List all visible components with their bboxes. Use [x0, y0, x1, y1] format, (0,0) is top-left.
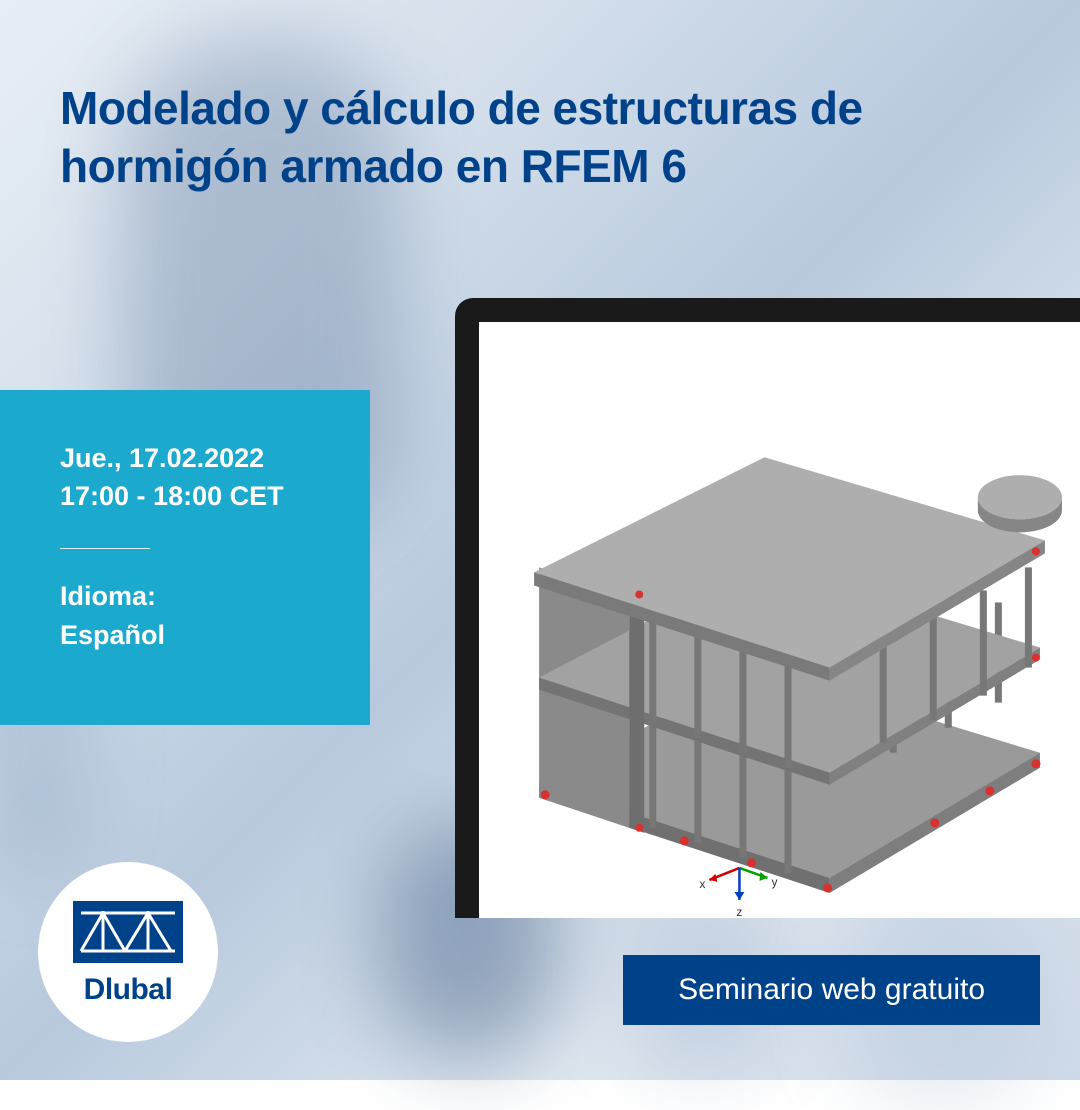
axis-x-label: x — [699, 877, 705, 891]
building-model-icon: x y z — [479, 322, 1080, 918]
info-divider — [60, 548, 150, 549]
date-line: Jue., 17.02.2022 — [60, 440, 325, 478]
language-label: Idioma: — [60, 577, 325, 616]
logo-badge: Dlubal — [38, 862, 218, 1042]
language-value: Español — [60, 616, 325, 655]
info-date: Jue., 17.02.2022 17:00 - 18:00 CET — [60, 440, 325, 516]
webinar-title: Modelado y cálculo de estructuras de hor… — [60, 80, 1020, 195]
info-box: Jue., 17.02.2022 17:00 - 18:00 CET Idiom… — [0, 390, 370, 725]
axis-z-label: z — [736, 905, 742, 918]
axis-y-label: y — [771, 875, 777, 889]
logo-text: Dlubal — [84, 973, 173, 1007]
time-line: 17:00 - 18:00 CET — [60, 478, 325, 516]
info-language: Idioma: Español — [60, 577, 325, 655]
logo-bridge-icon — [73, 901, 183, 963]
free-webinar-banner: Seminario web gratuito — [623, 955, 1040, 1025]
monitor-screen: x y z — [479, 322, 1080, 918]
monitor-frame: x y z — [455, 298, 1080, 918]
